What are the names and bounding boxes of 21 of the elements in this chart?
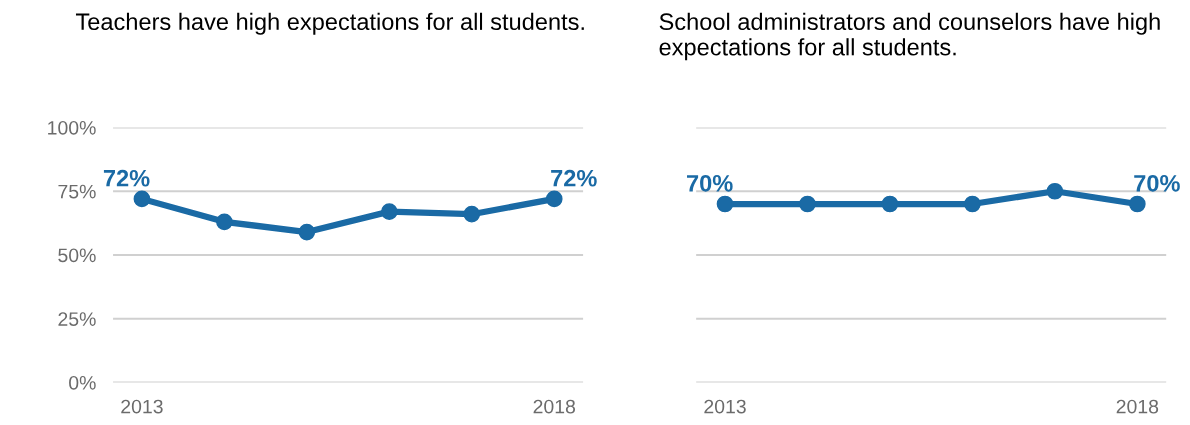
x-tick-label: 2018 (1116, 399, 1159, 414)
point (463, 205, 481, 223)
y-tick-label: 100% (48, 120, 96, 135)
y-tick-label: 25% (58, 312, 96, 326)
point (133, 190, 151, 208)
point (380, 203, 398, 220)
point (216, 213, 233, 231)
data-label: 72% (551, 169, 597, 187)
data-label: 72% (103, 169, 150, 187)
y-tick-label: 50% (58, 248, 96, 263)
point (545, 190, 563, 208)
chart-title: Teachers have high expectations for all students. (75, 12, 584, 35)
data-label: 70% (687, 174, 733, 192)
x-tick-label: 2018 (533, 399, 576, 414)
data-label: 70% (1134, 174, 1180, 192)
y-tick-label: 75% (58, 184, 96, 199)
chart-title: School administrators and counselors have high expectations for all students. (659, 12, 1160, 61)
x-tick-label: 2013 (121, 399, 163, 414)
y-tick-label: 0% (69, 375, 96, 390)
point (298, 223, 316, 241)
x-tick-label: 2013 (704, 399, 746, 414)
